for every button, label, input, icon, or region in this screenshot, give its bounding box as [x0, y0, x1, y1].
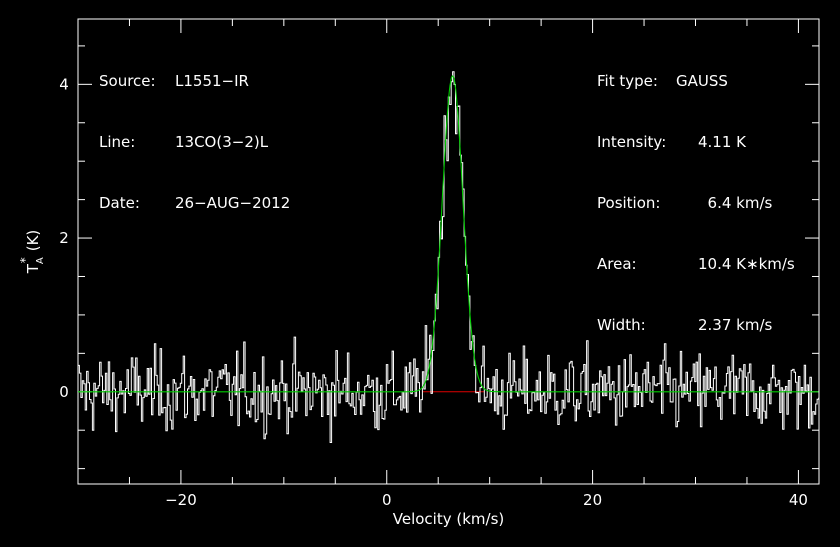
y-tick-label: 4: [59, 75, 69, 93]
plot-frame: [77, 18, 820, 485]
info-label: Position:: [597, 194, 661, 212]
info-value: 13CO(3−2)L: [175, 133, 269, 151]
info-label: Width:: [597, 316, 646, 334]
y-tick-label: 0: [59, 383, 69, 401]
info-value: 6.4 km/s: [698, 194, 773, 212]
info-value: 4.11 K: [698, 133, 747, 151]
info-value: 26−AUG−2012: [175, 194, 291, 212]
fit-area-row: Area: 10.4 K∗km/s: [597, 255, 795, 280]
info-label: Line:: [99, 133, 136, 151]
info-date-row: Date: 26−AUG−2012: [99, 194, 290, 219]
fit-position-row: Position: 6.4 km/s: [597, 194, 795, 219]
x-tick-label: 0: [382, 491, 392, 509]
axis-ticks: [77, 19, 819, 484]
x-axis-label: Velocity (km/s): [393, 510, 504, 528]
info-label: Fit type:: [597, 72, 658, 90]
gaussian-fit-series: [78, 75, 819, 393]
fit-type-row: Fit type: GAUSS: [597, 72, 795, 97]
info-value: 2.37 km/s: [698, 316, 773, 334]
info-value: L1551−IR: [175, 72, 249, 90]
fit-width-row: Width: 2.37 km/s: [597, 316, 795, 341]
tick-labels: −20 0 20 40 0 2 4: [59, 75, 808, 509]
fit-info-block: Fit type: GAUSS Intensity: 4.11 K Position…: [597, 36, 795, 359]
info-label: Source:: [99, 72, 156, 90]
info-value: GAUSS: [676, 72, 728, 90]
info-source-row: Source: L1551−IR: [99, 72, 290, 97]
source-info-block: Source: L1551−IR Line: 13CO(3−2)L Date: 26−…: [99, 36, 290, 237]
info-value: 10.4 K∗km/s: [698, 255, 795, 273]
x-tick-label: 20: [583, 491, 602, 509]
y-tick-label: 2: [59, 229, 69, 247]
info-label: Area:: [597, 255, 637, 273]
info-label: Date:: [99, 194, 140, 212]
x-tick-label: −20: [165, 491, 197, 509]
fit-intensity-row: Intensity: 4.11 K: [597, 133, 795, 158]
y-axis-label: TA*(K): [18, 230, 46, 275]
info-label: Intensity:: [597, 133, 667, 151]
info-line-row: Line: 13CO(3−2)L: [99, 133, 290, 158]
spectrum-series: [78, 71, 819, 443]
x-tick-label: 40: [789, 491, 808, 509]
